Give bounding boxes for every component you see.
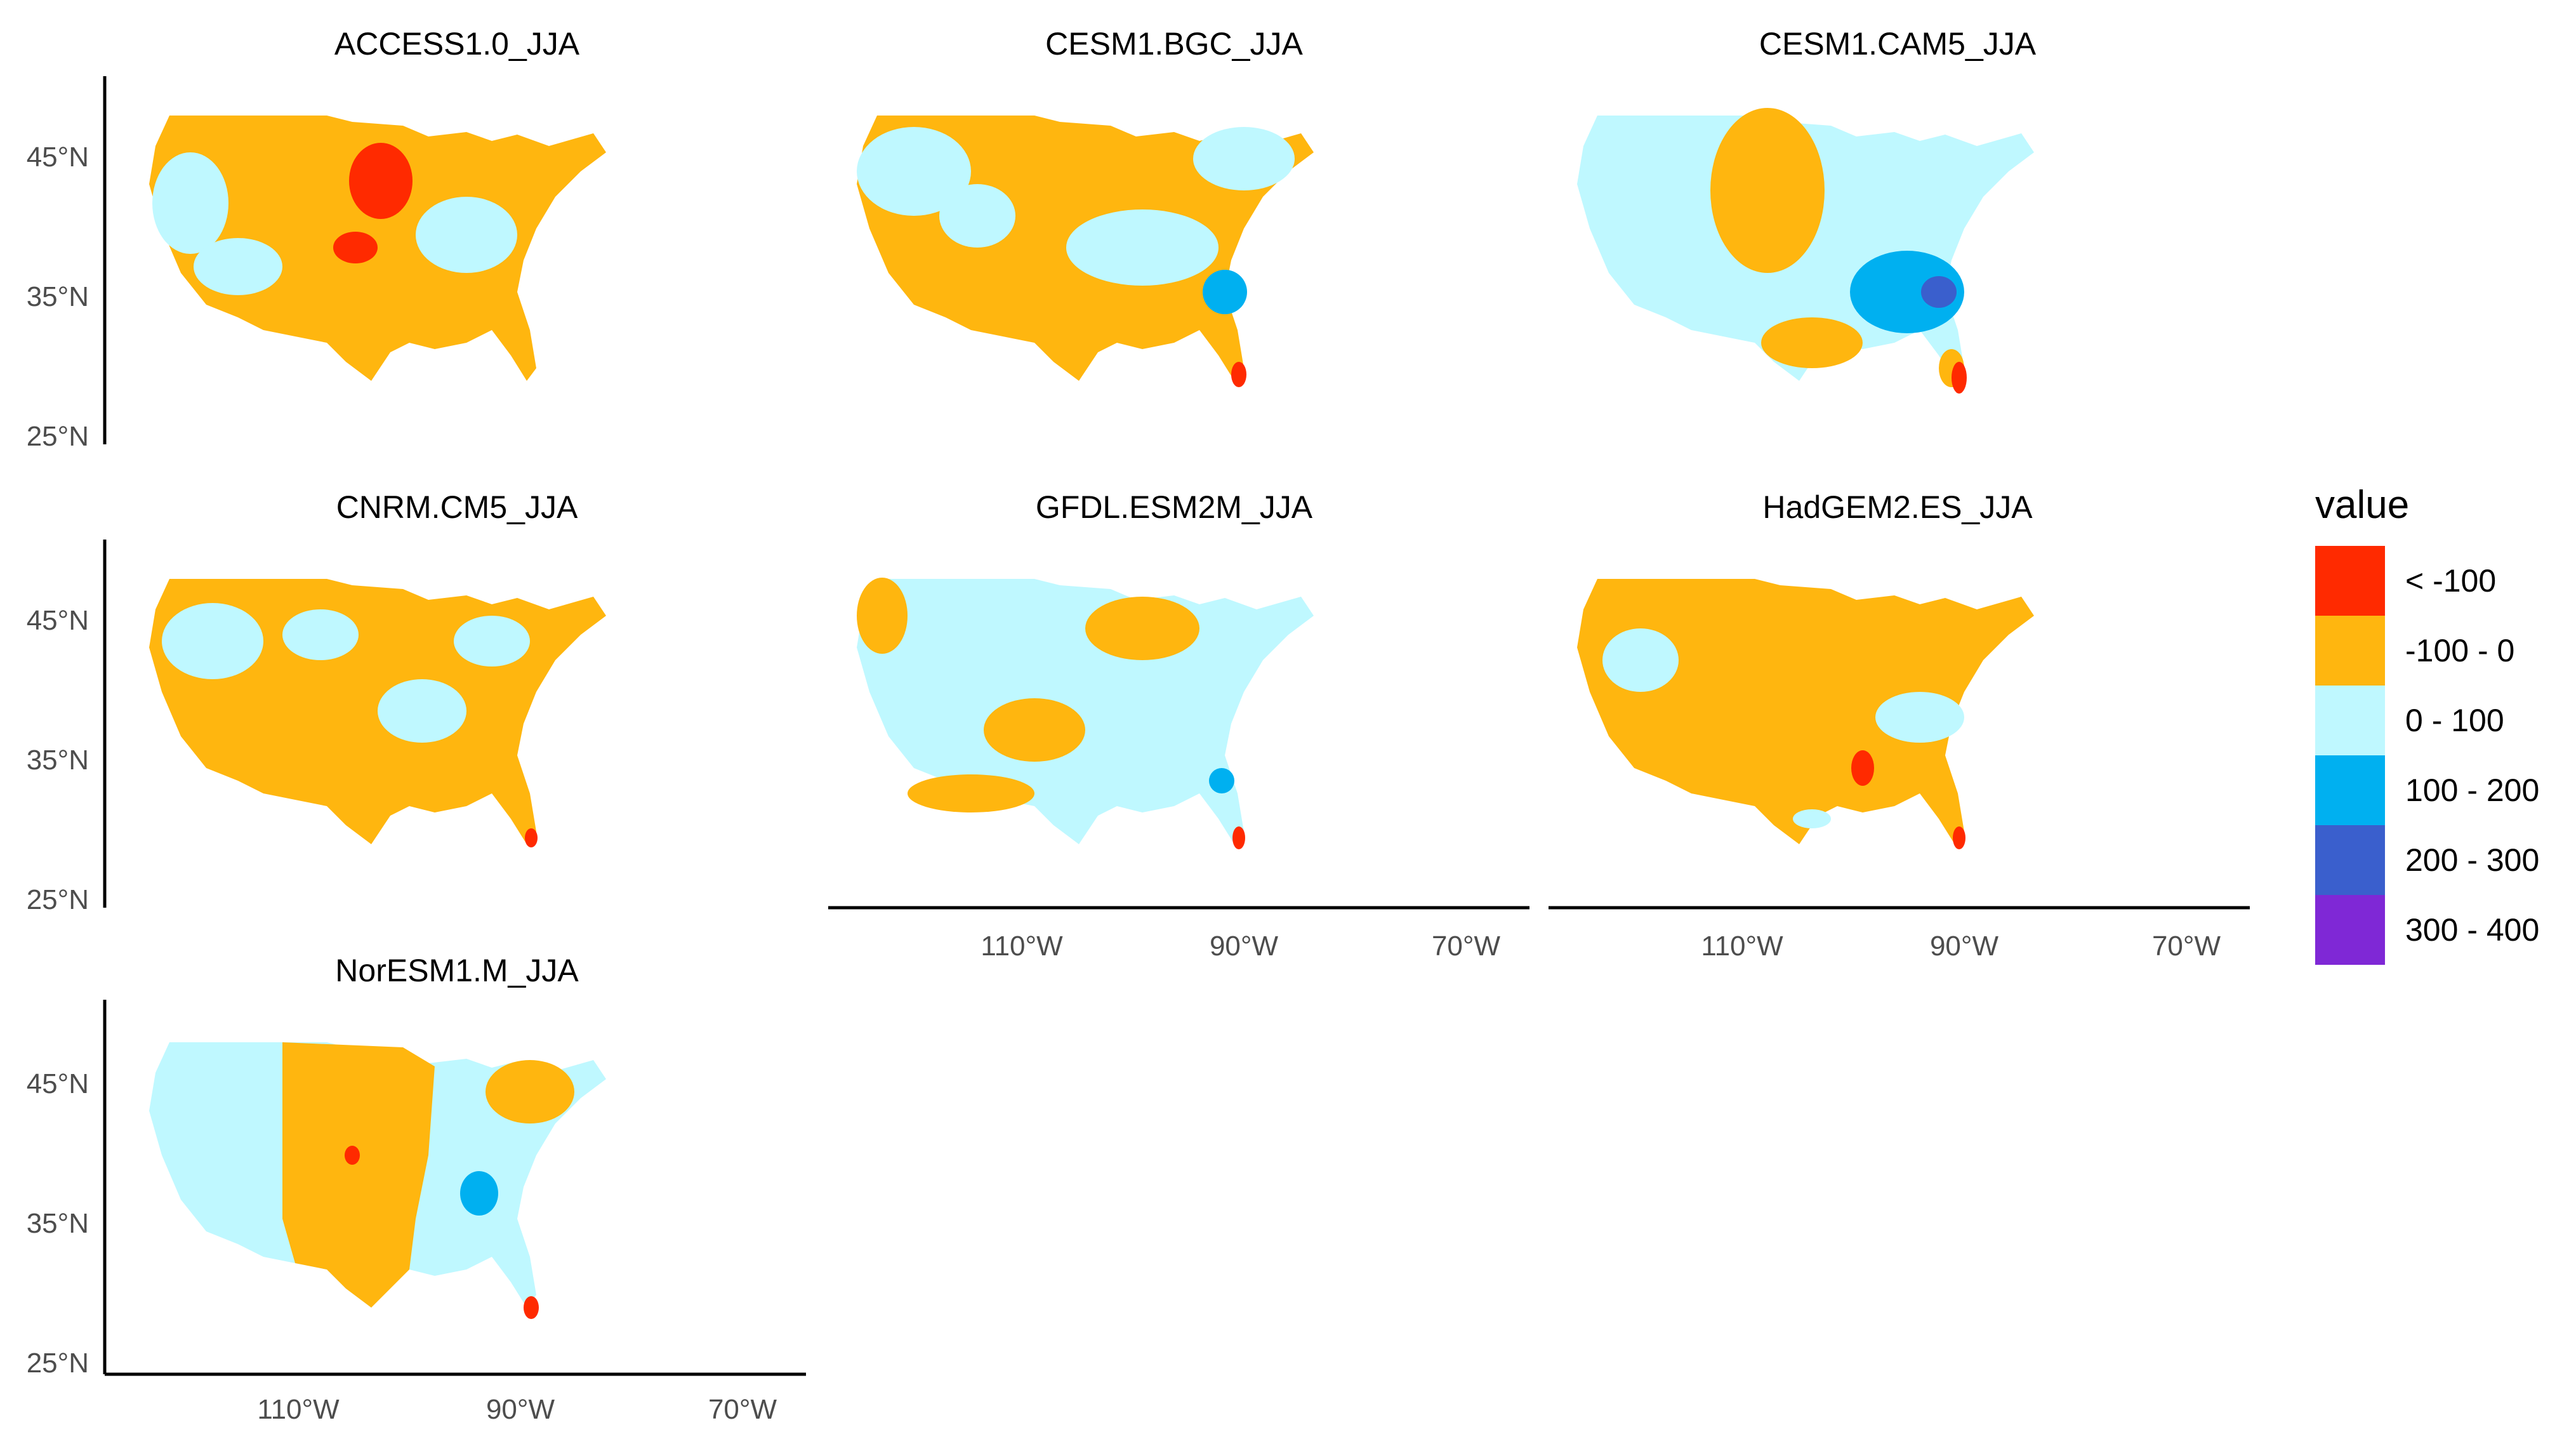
region-hotspot [1602, 628, 1679, 692]
region-hotspot [345, 1146, 360, 1165]
y-tick-label: 35°N [27, 745, 89, 776]
panel-title-cesm-bgc: CESM1.BGC_JJA [1045, 26, 1303, 62]
region-hotspot [1953, 826, 1965, 849]
y-tick-label: 25°N [27, 884, 89, 915]
region-hotspot [984, 698, 1085, 762]
region-hotspot [333, 232, 378, 263]
x-tick-label: 110°W [257, 1394, 340, 1425]
region-hotspot [460, 1171, 498, 1216]
y-tick-label: 25°N [27, 421, 89, 452]
region-hotspot [282, 609, 359, 660]
region-hotspot [152, 152, 228, 254]
panel-access-map [149, 116, 606, 381]
legend-key-swatch [2315, 895, 2385, 965]
y-tick-label: 25°N [27, 1348, 89, 1379]
region-hotspot [349, 143, 413, 219]
region-hotspot [1952, 362, 1967, 394]
legend-key-swatch [2315, 755, 2385, 825]
region-hotspot [1209, 768, 1234, 793]
panel-title-hadgem: HadGEM2.ES_JJA [1762, 489, 2033, 525]
x-tick-label: 110°W [1701, 931, 1783, 962]
region-hotspot [454, 616, 530, 666]
panel-hadgem-map [1577, 579, 2034, 849]
y-tick-label: 45°N [27, 142, 89, 173]
region-hotspot [1232, 826, 1245, 849]
region-hotspot [378, 679, 466, 743]
region-hotspot [282, 1042, 435, 1308]
legend-key-label: 0 - 100 [2405, 703, 2504, 738]
region-hotspot [939, 184, 1015, 248]
legend-key-label: 200 - 300 [2405, 842, 2540, 878]
region-hotspot [416, 197, 517, 273]
legend-key-swatch [2315, 825, 2385, 895]
legend-key-swatch [2315, 686, 2385, 755]
region-hotspot [1066, 209, 1219, 286]
x-tick-label: 90°W [1930, 931, 1999, 962]
y-tick-label: 35°N [27, 281, 89, 312]
y-tick-label: 45°N [27, 1068, 89, 1099]
panel-title-cnrm: CNRM.CM5_JJA [336, 489, 578, 525]
legend-key-swatch [2315, 616, 2385, 686]
panel-title-cesm-cam5: CESM1.CAM5_JJA [1759, 26, 2037, 62]
x-tick-label: 110°W [981, 931, 1063, 962]
region-hotspot [162, 603, 263, 679]
region-hotspot [908, 774, 1034, 812]
panel-cesm-cam5-map [1577, 108, 2034, 394]
legend-key-label: 300 - 400 [2405, 912, 2540, 948]
legend-key-label: -100 - 0 [2405, 633, 2515, 668]
x-tick-label: 70°W [2152, 931, 2221, 962]
region-hotspot [485, 1060, 574, 1124]
x-tick-label: 90°W [1210, 931, 1279, 962]
region-hotspot [524, 1296, 539, 1319]
x-tick-label: 70°W [708, 1394, 777, 1425]
region-hotspot [857, 127, 971, 216]
region-hotspot [1761, 317, 1863, 368]
region-hotspot [1710, 108, 1825, 273]
legend-key-label: < -100 [2405, 563, 2497, 599]
legend-key-swatch [2315, 546, 2385, 616]
panel-title-gfdl: GFDL.ESM2M_JJA [1035, 489, 1313, 525]
region-hotspot [1851, 750, 1874, 786]
panel-title-noresm: NorESM1.M_JJA [335, 953, 579, 988]
y-tick-label: 35°N [27, 1208, 89, 1239]
region-hotspot [194, 238, 282, 295]
region-hotspot [1793, 809, 1831, 828]
region-hotspot [1921, 276, 1957, 308]
panel-title-access: ACCESS1.0_JJA [334, 26, 580, 62]
y-tick-label: 45°N [27, 605, 89, 636]
region-hotspot [525, 828, 538, 847]
region-hotspot [1231, 362, 1246, 387]
legend-key-label: 100 - 200 [2405, 772, 2540, 808]
region-hotspot [1203, 270, 1247, 314]
region-hotspot [1875, 692, 1964, 743]
panel-cnrm-map [149, 579, 606, 847]
region-hotspot [1850, 251, 1964, 333]
x-tick-label: 90°W [486, 1394, 555, 1425]
panel-gfdl-map [857, 578, 1314, 849]
x-tick-label: 70°W [1432, 931, 1501, 962]
region-hotspot [1085, 597, 1199, 660]
region-hotspot [857, 578, 908, 654]
region-hotspot [1193, 127, 1295, 190]
panel-noresm-map [149, 1042, 606, 1319]
legend-title: value [2315, 483, 2410, 527]
panel-cesm-bgc-map [857, 116, 1314, 387]
